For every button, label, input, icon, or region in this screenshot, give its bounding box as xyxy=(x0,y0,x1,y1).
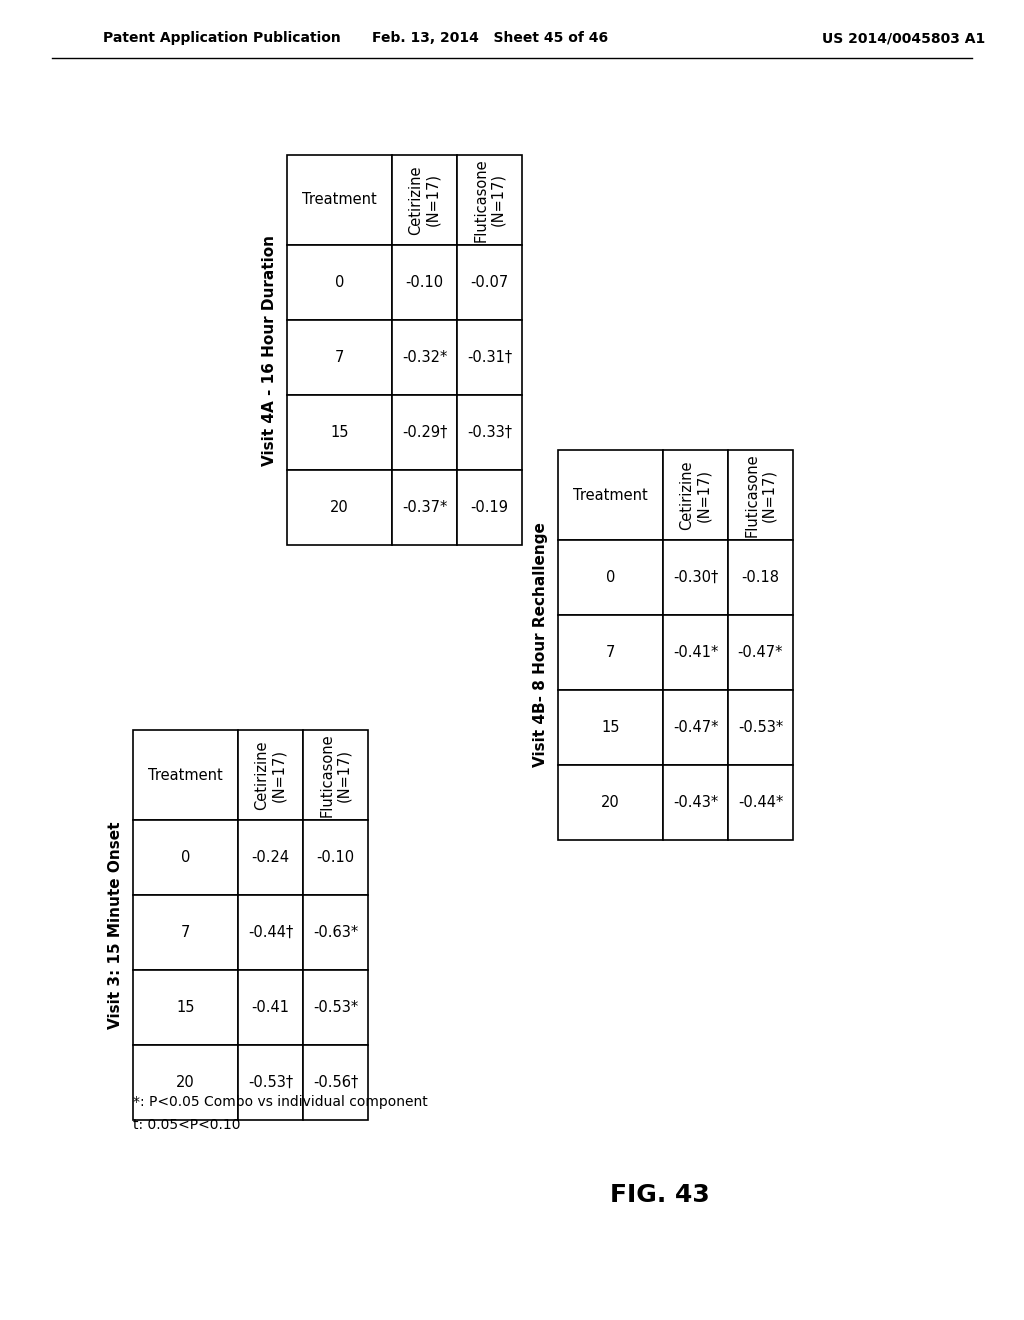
Text: -0.24: -0.24 xyxy=(252,850,290,865)
Text: -0.33†: -0.33† xyxy=(467,425,512,440)
Bar xyxy=(457,395,522,470)
Bar xyxy=(663,540,728,615)
Text: -0.41: -0.41 xyxy=(252,1001,290,1015)
Bar xyxy=(558,766,663,840)
Text: Treatment: Treatment xyxy=(573,487,648,503)
Text: 15: 15 xyxy=(331,425,349,440)
Text: -0.44†: -0.44† xyxy=(248,925,293,940)
Text: Visit 4A - 16 Hour Duration: Visit 4A - 16 Hour Duration xyxy=(262,235,278,466)
Bar xyxy=(728,615,793,690)
Bar xyxy=(728,766,793,840)
Text: Cetirizine
(N=17): Cetirizine (N=17) xyxy=(679,461,712,529)
Text: -0.41*: -0.41* xyxy=(673,645,718,660)
Bar xyxy=(558,450,663,540)
Bar xyxy=(238,1045,303,1119)
Text: -0.56†: -0.56† xyxy=(313,1074,358,1090)
Bar xyxy=(728,540,793,615)
Bar xyxy=(728,450,793,540)
Bar xyxy=(663,450,728,540)
Bar xyxy=(663,615,728,690)
Bar xyxy=(303,1045,368,1119)
Text: Fluticasone
(N=17): Fluticasone (N=17) xyxy=(473,158,506,242)
Text: -0.19: -0.19 xyxy=(470,500,509,515)
Bar xyxy=(133,730,238,820)
Text: 7: 7 xyxy=(335,350,344,366)
Text: 15: 15 xyxy=(601,719,620,735)
Bar xyxy=(303,970,368,1045)
Bar xyxy=(392,319,457,395)
Text: -0.10: -0.10 xyxy=(316,850,354,865)
Bar xyxy=(558,690,663,766)
Text: Cetirizine
(N=17): Cetirizine (N=17) xyxy=(409,165,440,235)
Text: -0.63*: -0.63* xyxy=(313,925,358,940)
Text: -0.07: -0.07 xyxy=(470,275,509,290)
Text: 15: 15 xyxy=(176,1001,195,1015)
Text: -0.53†: -0.53† xyxy=(248,1074,293,1090)
Text: -0.53*: -0.53* xyxy=(313,1001,358,1015)
Bar xyxy=(238,970,303,1045)
Bar xyxy=(238,820,303,895)
Text: Cetirizine
(N=17): Cetirizine (N=17) xyxy=(254,741,287,809)
Text: 20: 20 xyxy=(330,500,349,515)
Bar xyxy=(558,540,663,615)
Text: 20: 20 xyxy=(176,1074,195,1090)
Text: Patent Application Publication: Patent Application Publication xyxy=(103,30,341,45)
Text: -0.32*: -0.32* xyxy=(401,350,447,366)
Text: *: P<0.05 Combo vs individual component: *: P<0.05 Combo vs individual component xyxy=(133,1096,428,1109)
Bar xyxy=(238,730,303,820)
Text: -0.10: -0.10 xyxy=(406,275,443,290)
Text: 7: 7 xyxy=(606,645,615,660)
Bar xyxy=(133,1045,238,1119)
Text: -0.44*: -0.44* xyxy=(738,795,783,810)
Text: 0: 0 xyxy=(606,570,615,585)
Text: -0.29†: -0.29† xyxy=(401,425,447,440)
Bar xyxy=(663,690,728,766)
Bar xyxy=(663,766,728,840)
Text: -0.43*: -0.43* xyxy=(673,795,718,810)
Text: Visit 4B- 8 Hour Rechallenge: Visit 4B- 8 Hour Rechallenge xyxy=(534,523,548,767)
Text: -0.18: -0.18 xyxy=(741,570,779,585)
Text: 0: 0 xyxy=(335,275,344,290)
Bar xyxy=(287,319,392,395)
Bar xyxy=(392,470,457,545)
Text: FIG. 43: FIG. 43 xyxy=(610,1183,710,1206)
Bar xyxy=(303,820,368,895)
Bar xyxy=(392,246,457,319)
Bar xyxy=(457,319,522,395)
Text: -0.37*: -0.37* xyxy=(401,500,447,515)
Text: Feb. 13, 2014   Sheet 45 of 46: Feb. 13, 2014 Sheet 45 of 46 xyxy=(372,30,608,45)
Text: 0: 0 xyxy=(181,850,190,865)
Text: Fluticasone
(N=17): Fluticasone (N=17) xyxy=(744,453,776,537)
Bar xyxy=(392,154,457,246)
Text: 20: 20 xyxy=(601,795,620,810)
Bar xyxy=(558,615,663,690)
Text: -0.47*: -0.47* xyxy=(737,645,783,660)
Text: -0.47*: -0.47* xyxy=(673,719,718,735)
Bar xyxy=(133,895,238,970)
Text: Fluticasone
(N=17): Fluticasone (N=17) xyxy=(319,733,351,817)
Bar xyxy=(133,970,238,1045)
Bar xyxy=(457,470,522,545)
Text: US 2014/0045803 A1: US 2014/0045803 A1 xyxy=(821,30,985,45)
Bar xyxy=(303,730,368,820)
Bar xyxy=(303,895,368,970)
Text: Visit 3: 15 Minute Onset: Visit 3: 15 Minute Onset xyxy=(108,821,123,1028)
Bar xyxy=(287,470,392,545)
Bar xyxy=(728,690,793,766)
Bar xyxy=(457,154,522,246)
Text: -0.31†: -0.31† xyxy=(467,350,512,366)
Text: t: 0.05<P<0.10: t: 0.05<P<0.10 xyxy=(133,1118,241,1133)
Text: -0.53*: -0.53* xyxy=(738,719,783,735)
Bar xyxy=(457,246,522,319)
Bar xyxy=(392,395,457,470)
Text: -0.30†: -0.30† xyxy=(673,570,718,585)
Bar xyxy=(133,820,238,895)
Bar xyxy=(287,395,392,470)
Text: Treatment: Treatment xyxy=(148,767,223,783)
Bar xyxy=(287,154,392,246)
Text: Treatment: Treatment xyxy=(302,193,377,207)
Bar xyxy=(238,895,303,970)
Bar xyxy=(287,246,392,319)
Text: 7: 7 xyxy=(181,925,190,940)
